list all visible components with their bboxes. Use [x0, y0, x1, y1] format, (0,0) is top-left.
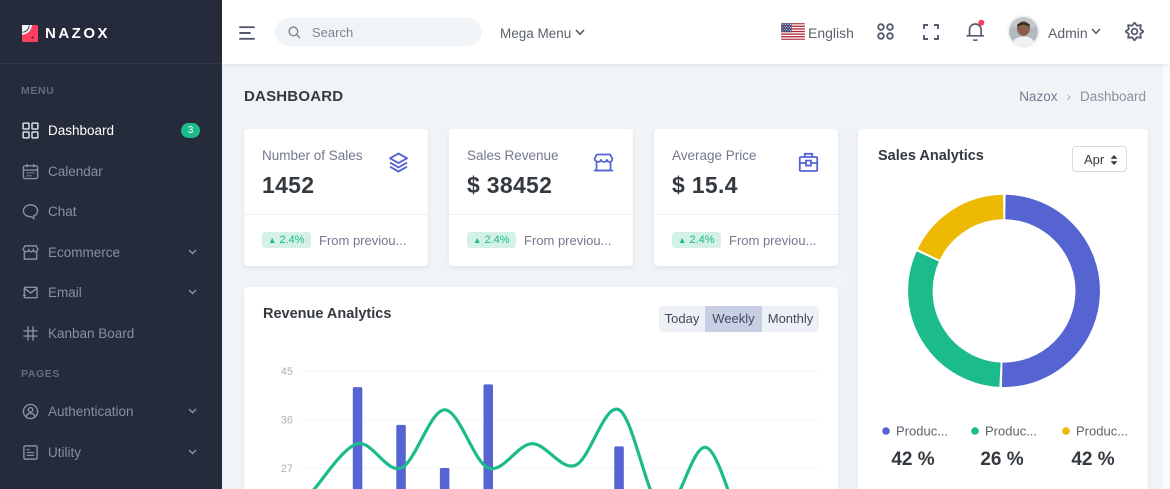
svg-text:42 %: 42 % [1071, 449, 1114, 470]
svg-text:Produc...: Produc... [896, 424, 948, 439]
svg-text:27: 27 [281, 463, 293, 475]
svg-text:26 %: 26 % [980, 449, 1023, 470]
svg-text:Produc...: Produc... [985, 424, 1037, 439]
svg-text:42 %: 42 % [891, 449, 934, 470]
svg-text:45: 45 [281, 366, 293, 378]
svg-text:Produc...: Produc... [1076, 424, 1128, 439]
svg-text:36: 36 [281, 415, 293, 427]
